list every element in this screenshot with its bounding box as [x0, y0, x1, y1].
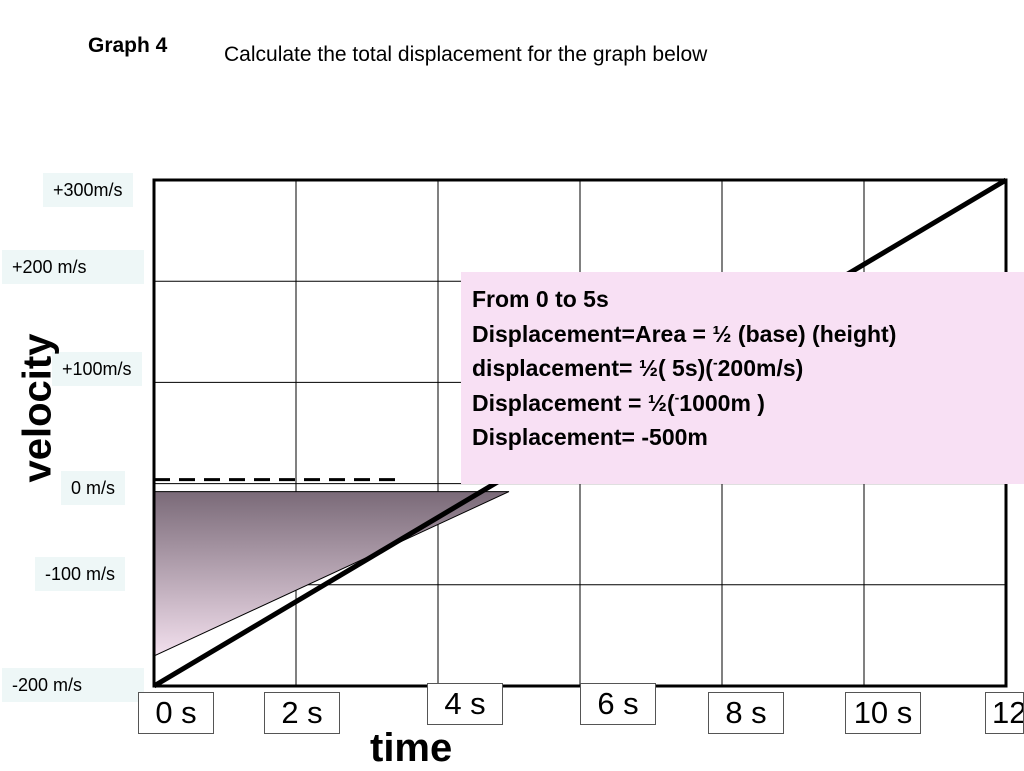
x-tick-label: 2 s	[264, 692, 340, 734]
calculation-annotation-box: From 0 to 5s Displacement=Area = ½ (base…	[461, 272, 1024, 484]
x-tick-label: 4 s	[427, 683, 503, 725]
annotation-line: From 0 to 5s	[472, 286, 609, 312]
x-tick-label: 8 s	[708, 692, 784, 734]
y-axis-label: velocity	[15, 333, 60, 483]
x-axis-label: time	[370, 726, 453, 770]
y-tick-label: 0 m/s	[61, 471, 126, 505]
annotation-line: Displacement = ½(-1000m )	[472, 388, 765, 416]
annotation-line: Displacement=Area = ½ (base) (height)	[472, 320, 897, 347]
x-tick-label: 12	[985, 692, 1024, 734]
y-tick-label: +200 m/s	[2, 250, 144, 284]
y-tick-label: -100 m/s	[35, 557, 126, 591]
x-tick-label: 10 s	[845, 692, 921, 734]
instruction-text: Calculate the total displacement for the…	[224, 43, 708, 66]
annotation-line: displacement= ½( 5s)(-200m/s)	[472, 354, 804, 381]
graph-label: Graph 4	[88, 34, 168, 57]
x-tick-label: 0 s	[138, 692, 214, 734]
x-tick-label: 6 s	[580, 683, 656, 725]
displacement-shaded-area	[153, 491, 510, 657]
y-tick-label: +100m/s	[52, 352, 142, 386]
y-tick-label: +300m/s	[43, 173, 133, 207]
y-tick-label: -200 m/s	[2, 668, 144, 702]
annotation-line: Displacement= -500m	[472, 424, 708, 450]
